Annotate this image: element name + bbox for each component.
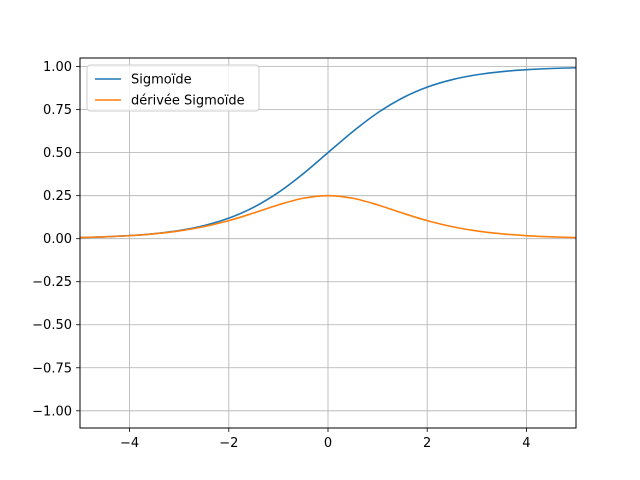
legend-label-1: dérivée Sigmoïde <box>131 94 245 109</box>
y-tick-label: 0.25 <box>43 189 72 204</box>
legend-box <box>86 64 260 112</box>
series-line-1 <box>79 194 577 239</box>
y-tick-label: −0.75 <box>32 361 72 376</box>
y-axis: −1.00 −0.75 −0.50 −0.25 0.00 0.25 0.50 0.75 1.00 <box>32 60 80 419</box>
y-tick-label: −1.00 <box>32 404 72 419</box>
legend: Sigmoïde dérivée Sigmoïde <box>86 64 260 112</box>
y-tick-label: 0.75 <box>43 103 72 118</box>
series-group <box>79 66 577 239</box>
y-tick-label: −0.50 <box>32 318 72 333</box>
x-tick-label: 2 <box>423 436 431 451</box>
y-tick-label: 0.00 <box>43 232 72 247</box>
x-tick-label: −2 <box>219 436 238 451</box>
x-tick-label: −4 <box>120 436 139 451</box>
y-tick-label: −0.25 <box>32 275 72 290</box>
x-tick-label: 4 <box>522 436 530 451</box>
y-tick-label: 0.50 <box>43 146 72 161</box>
x-axis: −4 −2 0 2 4 <box>120 428 531 451</box>
x-tick-label: 0 <box>324 436 332 451</box>
y-tick-label: 1.00 <box>43 60 72 75</box>
legend-label-0: Sigmoïde <box>131 73 192 88</box>
